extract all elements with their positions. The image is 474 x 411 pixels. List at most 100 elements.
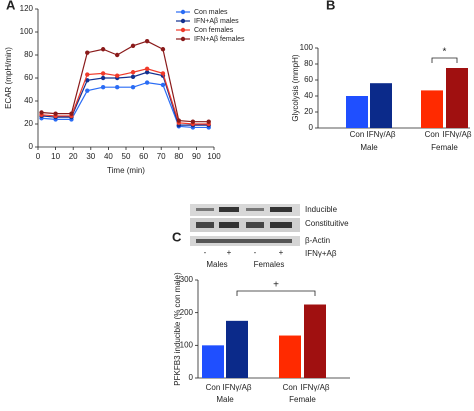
x-tick-label: 20 (69, 152, 78, 161)
bar (304, 304, 326, 378)
x-tick-label: IFNγ/Aβ (222, 383, 251, 392)
point (144, 66, 150, 72)
point (85, 50, 90, 55)
x-tick-label: 10 (51, 152, 60, 161)
point (130, 70, 136, 75)
bar (421, 90, 443, 128)
legend-label: IFN+Aβ females (194, 36, 245, 43)
bar (370, 83, 392, 128)
y-tick-label: 0 (309, 123, 314, 132)
band (246, 222, 264, 228)
legend-label: Con females (194, 27, 234, 34)
y-axis-label: Glycolysis (mmpH) (291, 54, 300, 121)
point (115, 52, 120, 58)
significance-bracket (431, 57, 458, 63)
group-label: Male (360, 143, 378, 152)
y-tick-label: 0 (189, 373, 194, 382)
band (196, 239, 292, 243)
series-line (41, 40, 209, 123)
y-tick-label: 60 (24, 73, 33, 82)
x-tick-label: 80 (174, 152, 183, 161)
point (100, 75, 106, 81)
legend-marker (180, 18, 186, 24)
significance-mark: * (443, 47, 447, 58)
point (144, 39, 150, 44)
y-tick-label: 100 (180, 340, 194, 349)
panel-label: A (6, 0, 16, 12)
x-tick-label: Con (283, 383, 298, 392)
sex-label: Females (254, 260, 285, 269)
point (206, 119, 211, 124)
y-tick-label: 80 (24, 50, 33, 59)
blot-strip (190, 218, 300, 232)
point (100, 85, 106, 90)
group-label: Female (289, 395, 316, 404)
bar (346, 96, 368, 128)
point (144, 70, 150, 75)
band (270, 222, 292, 228)
x-tick-label: IFNγ/Aβ (366, 130, 395, 139)
band-label: β-Actin (305, 236, 330, 245)
panel-label: C (172, 229, 182, 244)
x-tick-label: IFNγ/Aβ (300, 383, 329, 392)
significance-mark: + (273, 280, 279, 291)
point (160, 71, 166, 76)
band (246, 208, 264, 211)
point (100, 47, 106, 52)
sign: + (227, 248, 232, 257)
point (190, 119, 196, 124)
x-tick-label: 70 (157, 152, 166, 161)
x-tick-label: 0 (36, 152, 41, 161)
legend-marker (180, 27, 186, 33)
x-tick-label: 100 (207, 152, 221, 161)
band (219, 207, 239, 212)
sign: - (254, 248, 257, 257)
y-tick-label: 20 (24, 119, 33, 128)
significance-bracket (236, 290, 316, 296)
x-tick-label: 50 (122, 152, 131, 161)
y-axis-label: PFKFB3 inducible (% con male) (173, 272, 182, 386)
band (196, 208, 214, 211)
x-tick-label: Con (425, 130, 440, 139)
y-tick-label: 200 (180, 308, 194, 317)
treatment-label: IFNγ+Aβ (305, 249, 337, 258)
point (144, 80, 150, 85)
point (176, 118, 181, 123)
point (69, 111, 74, 116)
y-tick-label: 300 (180, 275, 194, 284)
y-tick-label: 40 (24, 96, 33, 105)
point (115, 73, 120, 78)
bar (202, 345, 224, 378)
point (130, 43, 136, 48)
point (100, 71, 106, 76)
band (196, 222, 214, 228)
legend-label: IFN+Aβ males (194, 18, 239, 25)
legend-marker (180, 9, 186, 15)
y-tick-label: 20 (304, 107, 313, 116)
x-tick-label: 40 (104, 152, 113, 161)
legend-label: Con males (194, 9, 228, 16)
bar (279, 335, 301, 378)
series-line (41, 71, 209, 126)
y-tick-label: 120 (20, 4, 34, 13)
y-tick-label: 80 (304, 59, 313, 68)
sign: + (279, 248, 284, 257)
x-axis-label: Time (min) (107, 166, 145, 175)
x-tick-label: 30 (86, 152, 95, 161)
point (85, 88, 90, 93)
x-tick-label: IFNγ/Aβ (442, 130, 471, 139)
point (130, 85, 136, 90)
x-tick-label: Con (350, 130, 365, 139)
point (85, 78, 90, 83)
panel-label: B (326, 0, 335, 12)
legend-marker (180, 36, 186, 42)
y-tick-label: 40 (304, 91, 313, 100)
y-tick-label: 100 (300, 43, 314, 52)
point (130, 74, 136, 80)
point (160, 82, 166, 88)
point (160, 47, 166, 52)
western-blot: Inducible Constituitive β-Actin IFNγ+Aβ … (190, 204, 349, 269)
bar (446, 68, 468, 128)
sign: - (204, 248, 207, 257)
x-tick-label: 60 (139, 152, 148, 161)
